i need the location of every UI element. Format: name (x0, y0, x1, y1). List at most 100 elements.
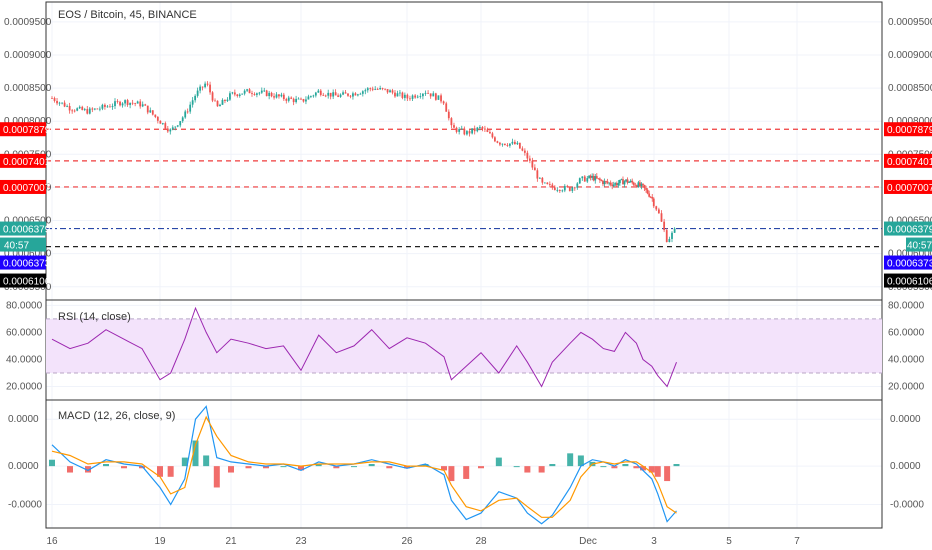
candle-body (406, 94, 409, 99)
candle-body (553, 187, 556, 191)
candle-body (121, 103, 124, 106)
candle-body (238, 94, 241, 96)
horizontal-levels (46, 128, 882, 248)
macd-histogram-bar (157, 466, 163, 477)
candle-body (568, 186, 571, 191)
macd-histogram-bar (513, 466, 520, 468)
candle-body (478, 127, 481, 128)
grid-lines (46, 2, 882, 528)
price-tag-right-bg (884, 122, 932, 137)
x-tick-label: Dec (579, 536, 597, 547)
countdown-left-bg (0, 237, 46, 252)
macd-histogram-bar (315, 464, 322, 467)
macd-histogram-bar (478, 466, 484, 469)
candle-body (251, 93, 253, 95)
candle-body (468, 131, 471, 134)
candle-body (665, 230, 668, 243)
macd-histogram-bar (181, 457, 188, 467)
candle-body (233, 92, 236, 95)
macd-histogram-bar (368, 464, 375, 467)
y-tick-label-right: 0.0009500 (888, 17, 932, 28)
candle-body (131, 102, 134, 104)
candle-body (322, 94, 325, 96)
candle-body (538, 177, 541, 179)
candle-body (129, 102, 132, 105)
y-tick-label-left: 0.0009000 (4, 50, 52, 61)
candle-body (489, 131, 491, 134)
candle-body (583, 176, 586, 182)
candle-body (626, 179, 629, 183)
candle-body (201, 86, 204, 88)
candle-body (226, 99, 229, 102)
candle-body (176, 125, 179, 127)
candle-body (450, 118, 453, 126)
candle-body (602, 180, 604, 185)
candle-body (619, 179, 621, 184)
price-tag-left-bg (0, 179, 46, 194)
candle-body (305, 99, 307, 102)
candle-body (347, 93, 349, 96)
candle-body (171, 127, 174, 130)
candle-body (243, 90, 246, 94)
candle-body (369, 88, 372, 90)
x-tick-label: 7 (794, 536, 800, 547)
y-tick-label-right: 0.0009000 (888, 50, 932, 61)
candle-body (104, 104, 106, 107)
candle-body (541, 177, 544, 183)
candle-body (297, 98, 300, 100)
macd-title: MACD (12, 26, close, 9) (58, 410, 175, 422)
candle-body (98, 108, 101, 110)
macd-histogram-bar (404, 466, 410, 469)
candle-body (586, 178, 589, 182)
candle-body (455, 127, 458, 132)
candle-body (635, 185, 638, 188)
candle-body (427, 92, 429, 94)
candle-body (81, 106, 84, 110)
candle-body (660, 213, 663, 222)
macd-histogram-bar (192, 440, 199, 467)
macd-histogram-bar (538, 466, 545, 473)
candle-body (673, 228, 676, 233)
candle-body (611, 184, 614, 187)
candle-body (642, 183, 644, 185)
candle-body (324, 95, 327, 97)
macd-histogram-bar (448, 466, 455, 482)
candle-body (354, 93, 357, 96)
macd-y-tick-right: -0.0000 (890, 500, 924, 511)
candle-body (287, 97, 290, 101)
rsi-y-tick-right: 80.0000 (888, 300, 925, 311)
candle-body (96, 108, 99, 110)
candle-body (558, 189, 561, 191)
panel-frame (45, 1, 883, 301)
candle-body (516, 142, 519, 145)
candle-body (302, 99, 305, 102)
candle-body (231, 92, 234, 94)
macd-histogram-bar (386, 466, 393, 469)
candle-body (379, 88, 382, 90)
macd-histogram-bar (600, 466, 607, 468)
macd-histogram-bar (49, 459, 55, 467)
candle-body (652, 198, 655, 207)
candle-body (473, 128, 476, 132)
macd-histogram-bar (228, 466, 234, 473)
macd-histogram-bar (263, 466, 269, 469)
candle-body (114, 101, 116, 107)
candle-body (581, 176, 584, 179)
candle-body (471, 128, 474, 134)
panel-frames (45, 1, 883, 529)
candle-body (434, 93, 437, 100)
y-tick-label-right: 0.0008000 (888, 116, 932, 127)
rsi-y-tick-right: 20.0000 (888, 381, 925, 392)
price-tag-right: 0.0006379 (887, 225, 932, 236)
candle-body (453, 125, 455, 128)
price-tag-right-bg (884, 255, 932, 270)
x-tick-label: 26 (401, 536, 413, 547)
panel-frame (45, 399, 883, 529)
candle-body (83, 109, 86, 110)
macd-histogram-bar (103, 464, 109, 467)
candle-body (174, 126, 177, 128)
x-tick-label: 5 (726, 536, 732, 547)
candle-body (224, 99, 226, 102)
macd-histogram-bar (567, 453, 574, 467)
macd-histogram-bar (333, 466, 340, 469)
